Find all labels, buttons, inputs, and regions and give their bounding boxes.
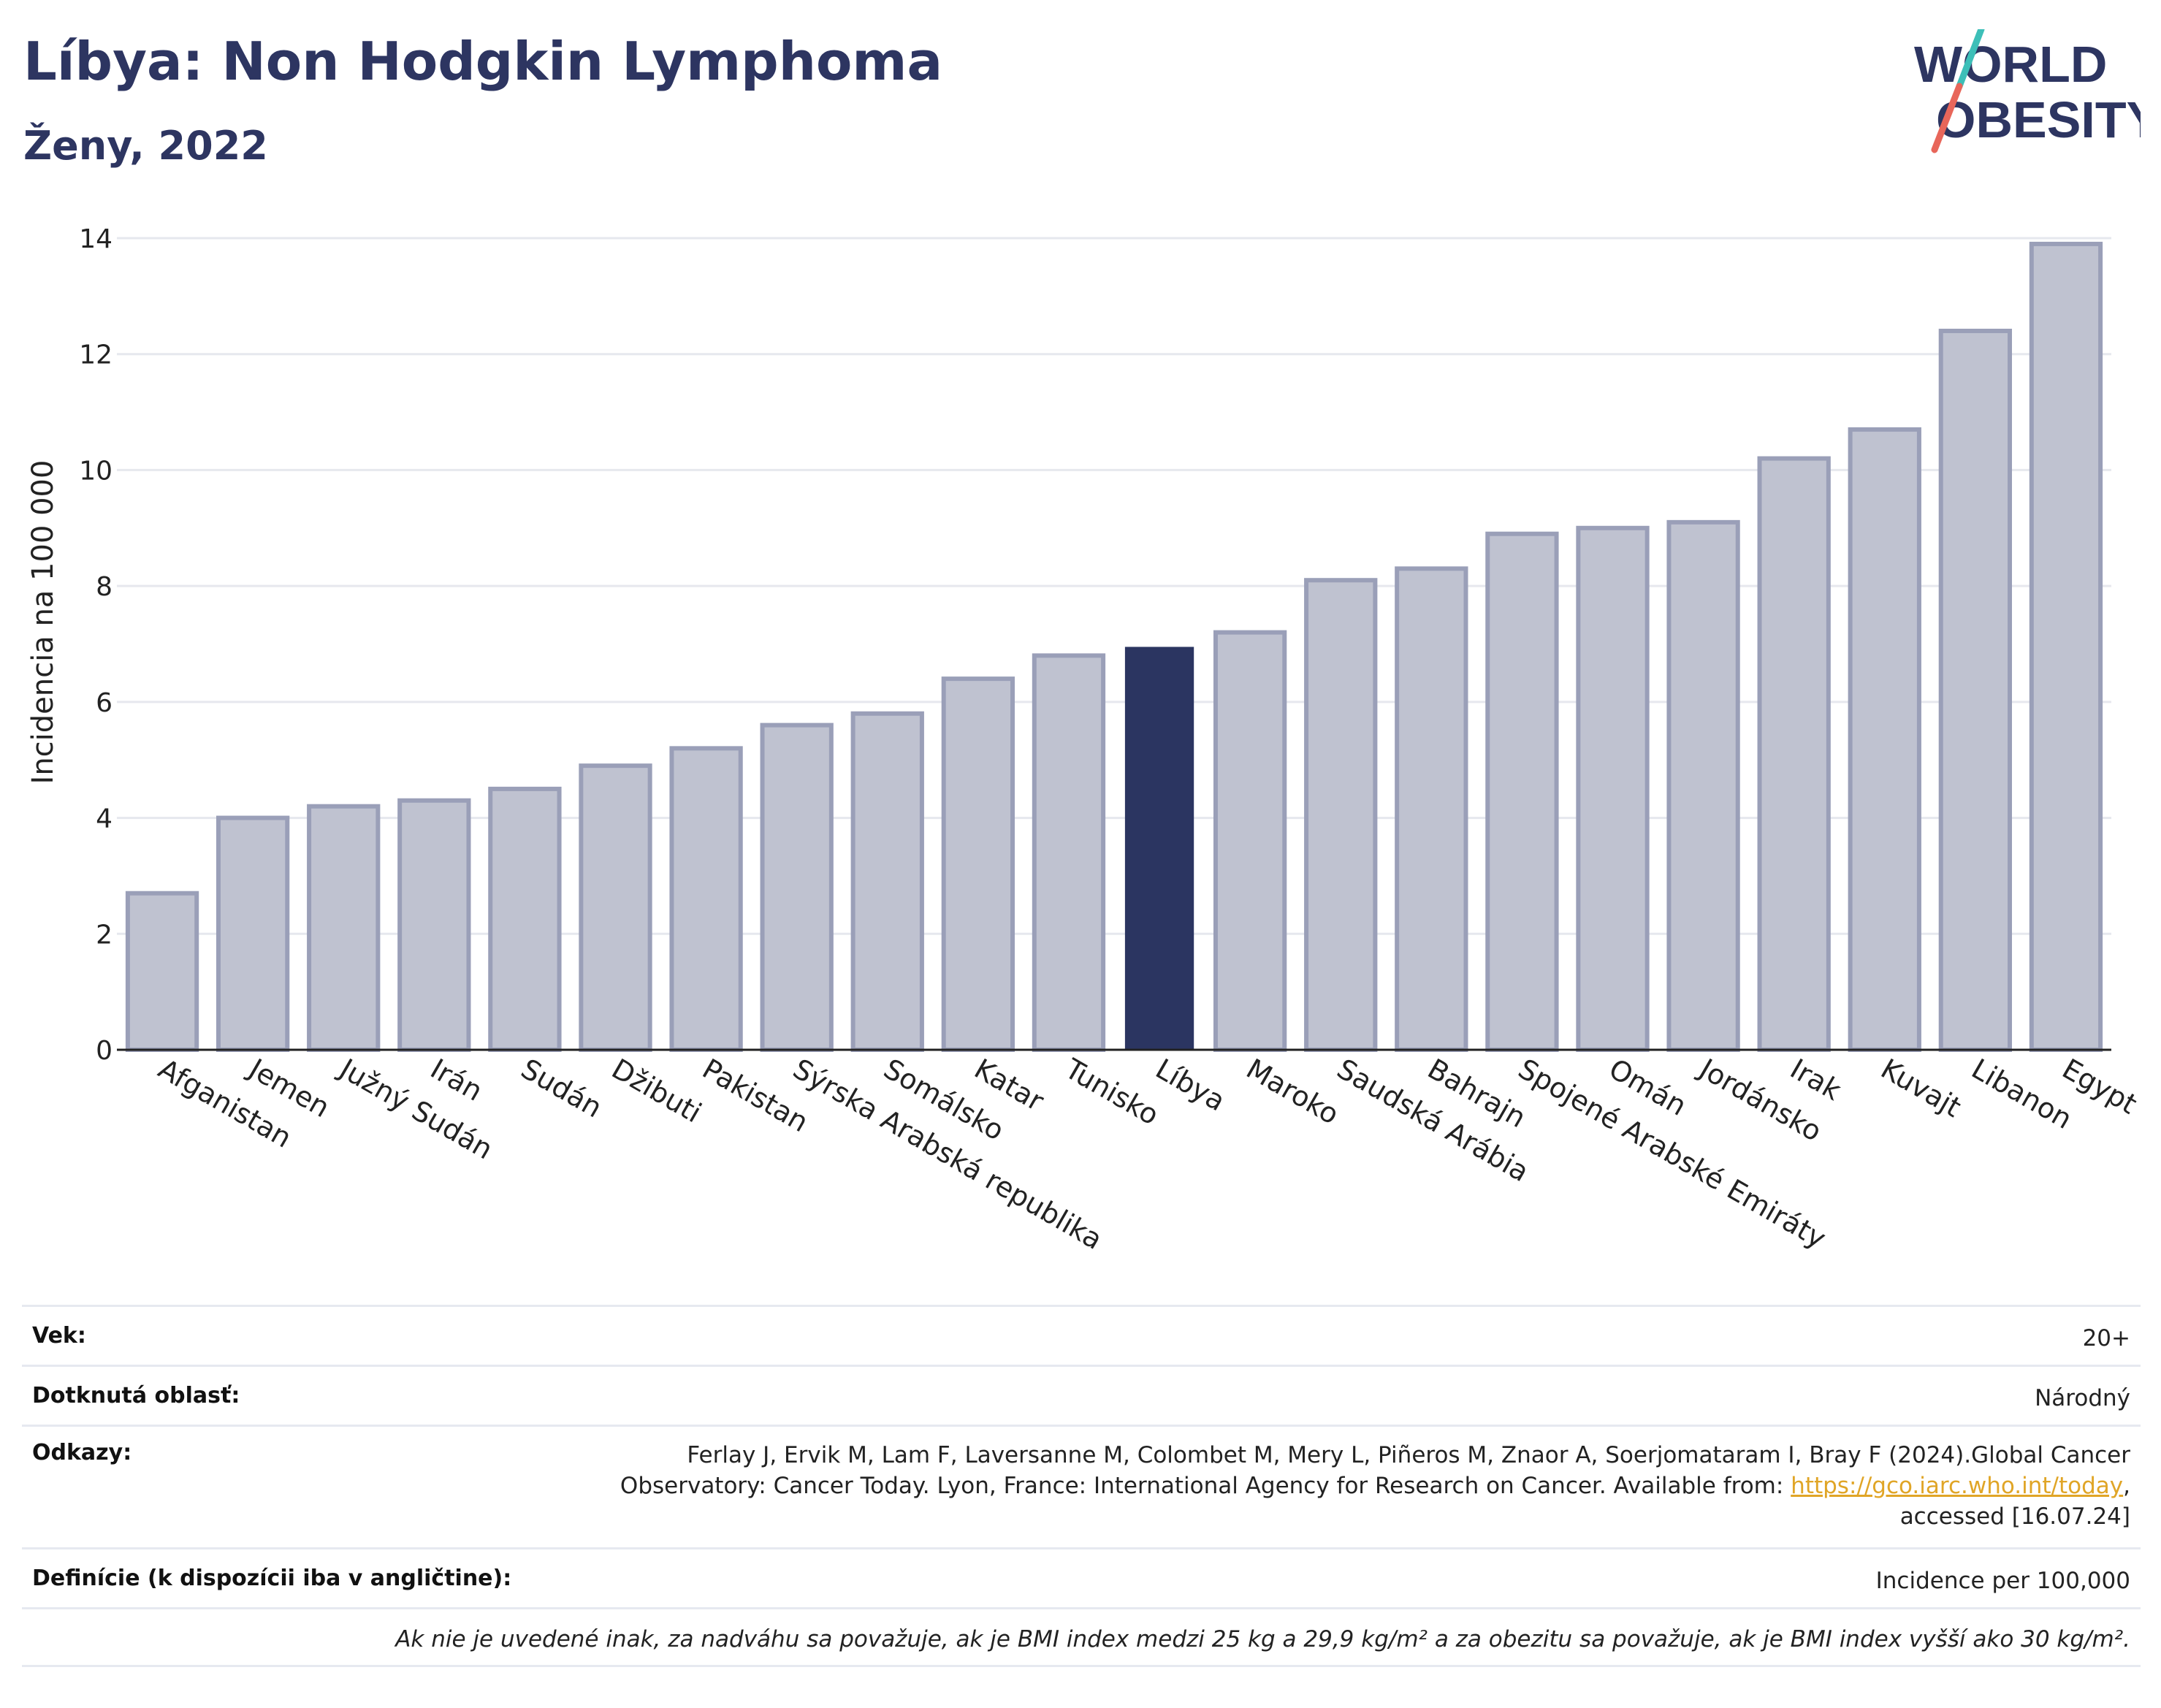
refs-value: Ferlay J, Ervik M, Lam F, Laversanne M, … [620, 1440, 2130, 1532]
info-row-note: Ak nie je uvedené inak, za nadváhu sa po… [22, 1607, 2141, 1667]
x-tick-label: Kuvajt [1875, 1053, 1966, 1124]
bar-13 [1304, 578, 1378, 1052]
logo-line1: WORLD [1914, 36, 2107, 93]
y-axis-title: Incidencia na 100 000 [26, 460, 60, 785]
refs-link[interactable]: https://gco.iarc.who.int/today [1791, 1473, 2124, 1499]
y-tick-label: 14 [79, 224, 113, 254]
refs-line3: accessed [16.07.24] [1899, 1503, 2130, 1530]
y-tick-label: 12 [79, 340, 113, 370]
info-row-age: Vek: 20+ [22, 1305, 2141, 1365]
bar-11 [1124, 647, 1194, 1050]
bar-19 [1848, 427, 1921, 1052]
info-row-refs: Odkazy: Ferlay J, Ervik M, Lam F, Lavers… [22, 1425, 2141, 1547]
x-tick-label: Líbya [1151, 1053, 1231, 1118]
bar-20 [1938, 328, 2013, 1052]
logo-slash-red [1931, 83, 1963, 153]
x-tick-label: Sudán [516, 1053, 608, 1124]
bar-16 [1576, 525, 1650, 1052]
y-tick-label: 0 [96, 1036, 113, 1066]
info-row-definitions: Definície (k dispozícii iba v angličtine… [22, 1547, 2141, 1607]
y-tick-label: 6 [96, 688, 113, 718]
bmi-note: Ak nie je uvedené inak, za nadváhu sa po… [395, 1626, 2130, 1652]
refs-line2-post: , [2123, 1473, 2130, 1499]
definitions-value: Incidence per 100,000 [1875, 1568, 2130, 1594]
x-tick-label: Tunisko [1059, 1052, 1165, 1132]
bar-2 [307, 804, 381, 1052]
bar-14 [1395, 566, 1468, 1052]
x-tick-label: Džibuti [606, 1053, 707, 1129]
logo-line2: OBESITY [1936, 91, 2141, 148]
x-tick-label: Maroko [1241, 1053, 1345, 1131]
page-subtitle: Ženy, 2022 [23, 123, 268, 169]
bar-8 [850, 711, 924, 1052]
info-row-area: Dotknutá oblasť: Národný [22, 1365, 2141, 1425]
logo-slash-teal [1956, 29, 1985, 90]
refs-line2-pre: Observatory: Cancer Today. Lyon, France:… [620, 1473, 1791, 1499]
bar-18 [1757, 456, 1831, 1052]
age-label: Vek: [32, 1323, 86, 1349]
bar-3 [397, 798, 471, 1052]
refs-label: Odkazy: [32, 1440, 132, 1465]
definitions-label: Definície (k dispozícii iba v angličtine… [32, 1566, 512, 1591]
bar-6 [669, 746, 743, 1053]
x-tick-label: Južný Sudán [333, 1052, 498, 1166]
bar-7 [760, 723, 834, 1052]
bar-10 [1032, 653, 1106, 1052]
page-title: Líbya: Non Hodgkin Lymphoma [23, 31, 943, 92]
bars [125, 241, 2103, 1053]
world-obesity-logo: WORLD OBESITY [1914, 29, 2141, 153]
x-tick-label: Libanon [1966, 1053, 2077, 1135]
refs-line1: Ferlay J, Ervik M, Lam F, Laversanne M, … [687, 1442, 2130, 1468]
y-tick-label: 8 [96, 572, 113, 602]
bar-4 [488, 786, 562, 1052]
age-value: 20+ [2082, 1325, 2130, 1351]
y-tick-label: 4 [96, 804, 113, 834]
bar-17 [1666, 519, 1740, 1052]
bar-15 [1485, 531, 1559, 1052]
bar-21 [2029, 241, 2103, 1053]
y-tick-label: 2 [96, 920, 113, 950]
bar-0 [125, 891, 199, 1052]
x-tick-label: Irak [1785, 1053, 1846, 1107]
bar-1 [216, 815, 290, 1052]
area-value: Národný [2035, 1385, 2130, 1411]
bar-12 [1213, 630, 1287, 1052]
bar-5 [579, 763, 652, 1053]
area-label: Dotknutá oblasť: [32, 1383, 240, 1408]
info-table: Vek: 20+ Dotknutá oblasť: Národný Odkazy… [22, 1305, 2141, 1667]
x-tick-label: Irán [425, 1053, 488, 1107]
bar-9 [941, 676, 1015, 1052]
y-tick-label: 10 [79, 456, 113, 486]
